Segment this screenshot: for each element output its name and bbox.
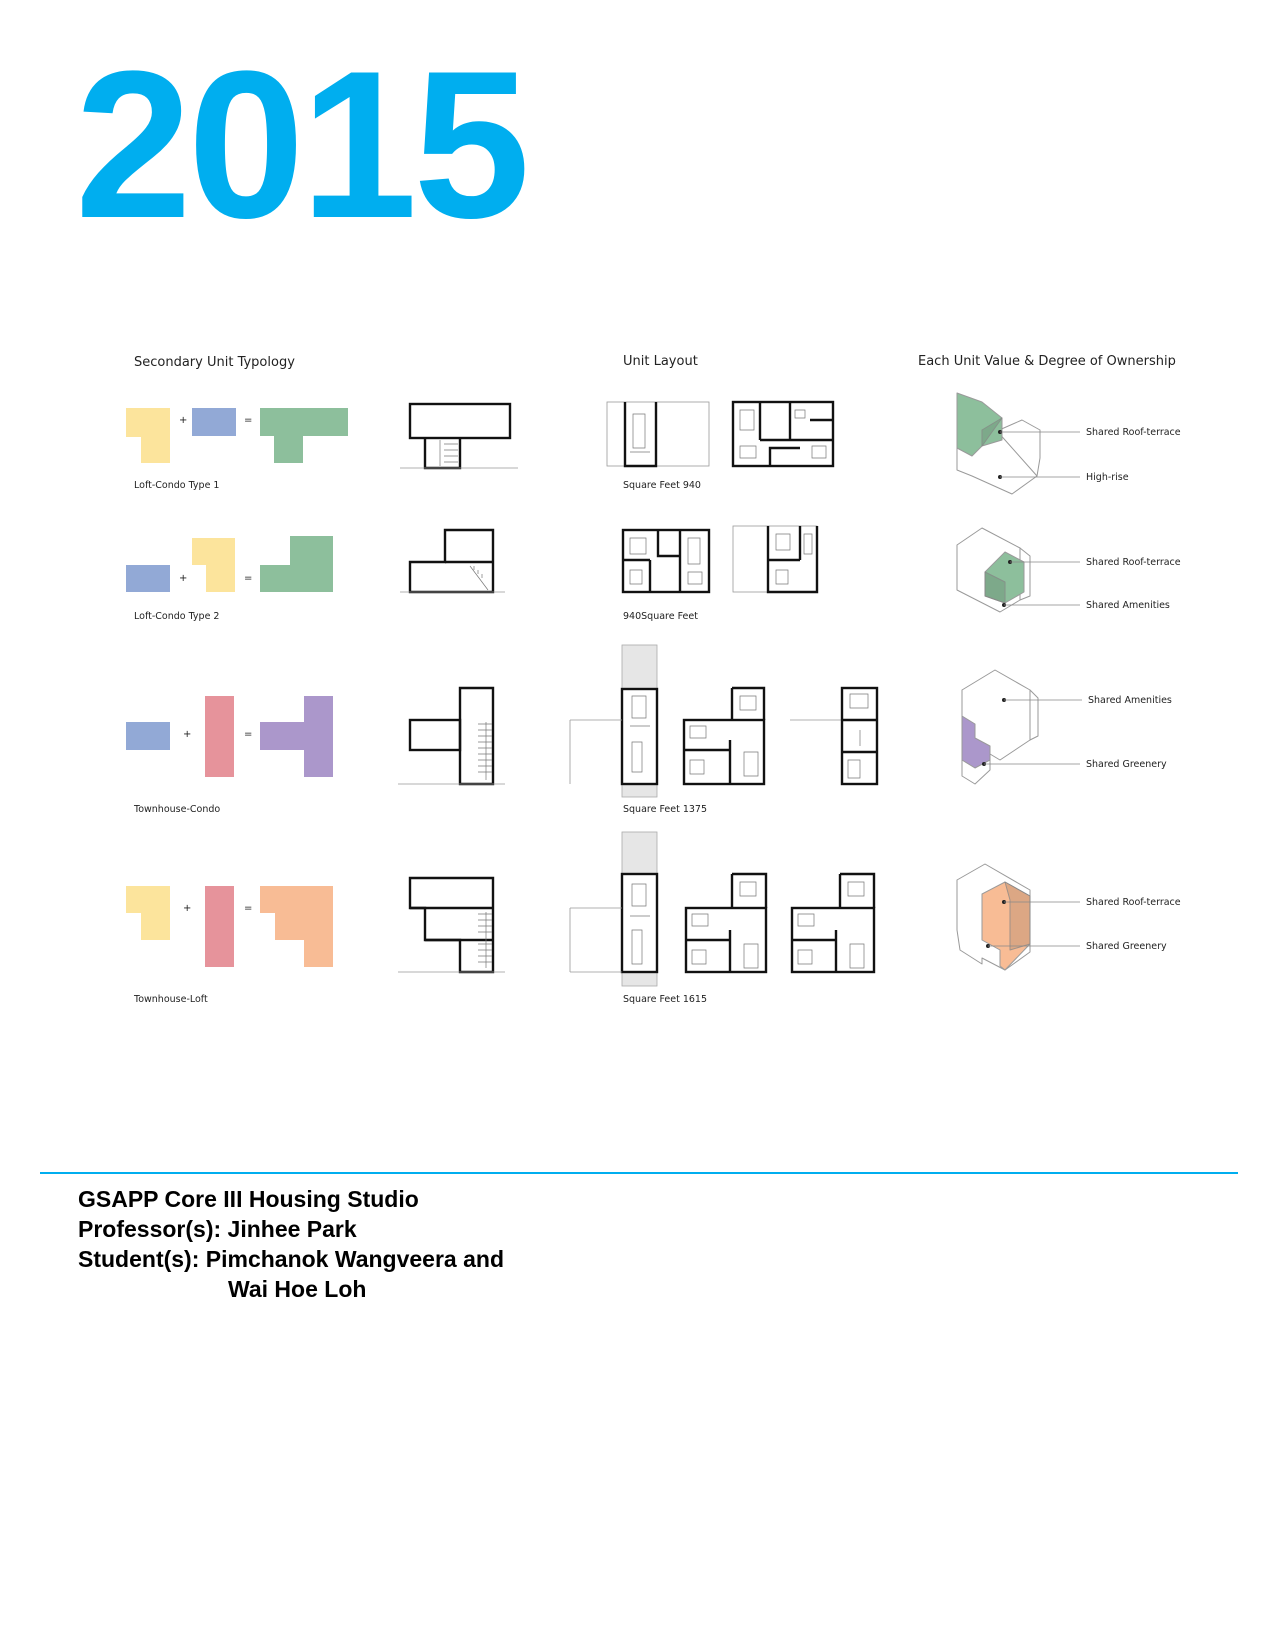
- ownership-label-1: Shared Roof-terrace: [1086, 897, 1181, 908]
- floor-plan: [606, 400, 835, 468]
- ownership-massing: [956, 863, 1031, 971]
- swatch-result: [260, 886, 333, 967]
- year-title: 2015: [75, 27, 530, 262]
- area-label: Square Feet 1375: [623, 804, 707, 815]
- section-diagram: [400, 402, 518, 470]
- type-label: Townhouse-Condo: [133, 804, 220, 815]
- ownership-label-1: Shared Amenities: [1088, 695, 1172, 706]
- ownership-label-1: Shared Roof-terrace: [1086, 557, 1181, 568]
- typology-board: Secondary Unit Typology Unit Layout Each…: [126, 354, 1181, 1005]
- row-loft-condo-type-2: + = 940Square Feet Loft-Condo Type 2: [126, 525, 1181, 622]
- section-diagram: [398, 686, 505, 786]
- ownership-label-2: Shared Amenities: [1086, 600, 1170, 611]
- svg-text:=: =: [244, 573, 252, 584]
- ownership-label-2: High-rise: [1086, 472, 1129, 483]
- ownership-label-2: Shared Greenery: [1086, 941, 1167, 952]
- area-label: Square Feet 1615: [623, 994, 707, 1005]
- swatch-condo: [126, 565, 170, 592]
- studio-name: GSAPP Core III Housing Studio: [78, 1186, 419, 1212]
- swatch-townhouse: [205, 886, 234, 967]
- section-diagram: [400, 528, 505, 594]
- professor-credit: Professor(s): Jinhee Park: [78, 1216, 357, 1242]
- ownership-label-1: Shared Roof-terrace: [1086, 427, 1181, 438]
- credits-block: GSAPP Core III Housing Studio Professor(…: [78, 1184, 504, 1304]
- area-label: Square Feet 940: [623, 480, 701, 491]
- swatch-result: [260, 408, 348, 463]
- type-label: Loft-Condo Type 1: [134, 480, 219, 491]
- ownership-label-2: Shared Greenery: [1086, 759, 1167, 770]
- students-credit: Student(s): Pimchanok Wangveera and: [78, 1246, 504, 1272]
- row-townhouse-condo: + = Square Feet 1375 Townhouse-Condo: [126, 644, 1172, 815]
- svg-text:=: =: [244, 729, 252, 740]
- swatch-loft: [126, 408, 170, 463]
- row-loft-condo-type-1: + = Square Feet 940 Loft-Condo Type 1: [126, 392, 1181, 495]
- swatch-loft: [192, 538, 235, 592]
- ownership-massing: [956, 392, 1041, 495]
- header-typology: Secondary Unit Typology: [134, 355, 295, 370]
- swatch-result: [260, 536, 333, 592]
- svg-text:+: +: [183, 903, 191, 914]
- students-credit-continued: Wai Hoe Loh: [228, 1276, 367, 1302]
- floor-plan: [569, 831, 876, 987]
- svg-text:+: +: [183, 729, 191, 740]
- ownership-massing: [956, 527, 1031, 613]
- floor-plan: [569, 644, 879, 798]
- row-townhouse-loft: + = Square Feet 1615 Townhouse-Loft: [126, 831, 1181, 1005]
- swatch-condo: [192, 408, 236, 436]
- header-layout: Unit Layout: [623, 354, 698, 369]
- footer-divider: [40, 1172, 1238, 1174]
- swatch-condo: [126, 722, 170, 750]
- swatch-result: [260, 696, 333, 777]
- floor-plan: [621, 525, 819, 594]
- type-label: Loft-Condo Type 2: [134, 611, 219, 622]
- svg-text:=: =: [244, 415, 252, 426]
- header-ownership: Each Unit Value & Degree of Ownership: [918, 354, 1176, 369]
- svg-text:=: =: [244, 903, 252, 914]
- swatch-loft: [126, 886, 170, 940]
- section-diagram: [398, 876, 505, 974]
- type-label: Townhouse-Loft: [133, 994, 208, 1005]
- swatch-townhouse: [205, 696, 234, 777]
- svg-text:+: +: [179, 415, 187, 426]
- ownership-massing: [961, 669, 1039, 785]
- svg-text:+: +: [179, 573, 187, 584]
- area-label: 940Square Feet: [623, 611, 698, 622]
